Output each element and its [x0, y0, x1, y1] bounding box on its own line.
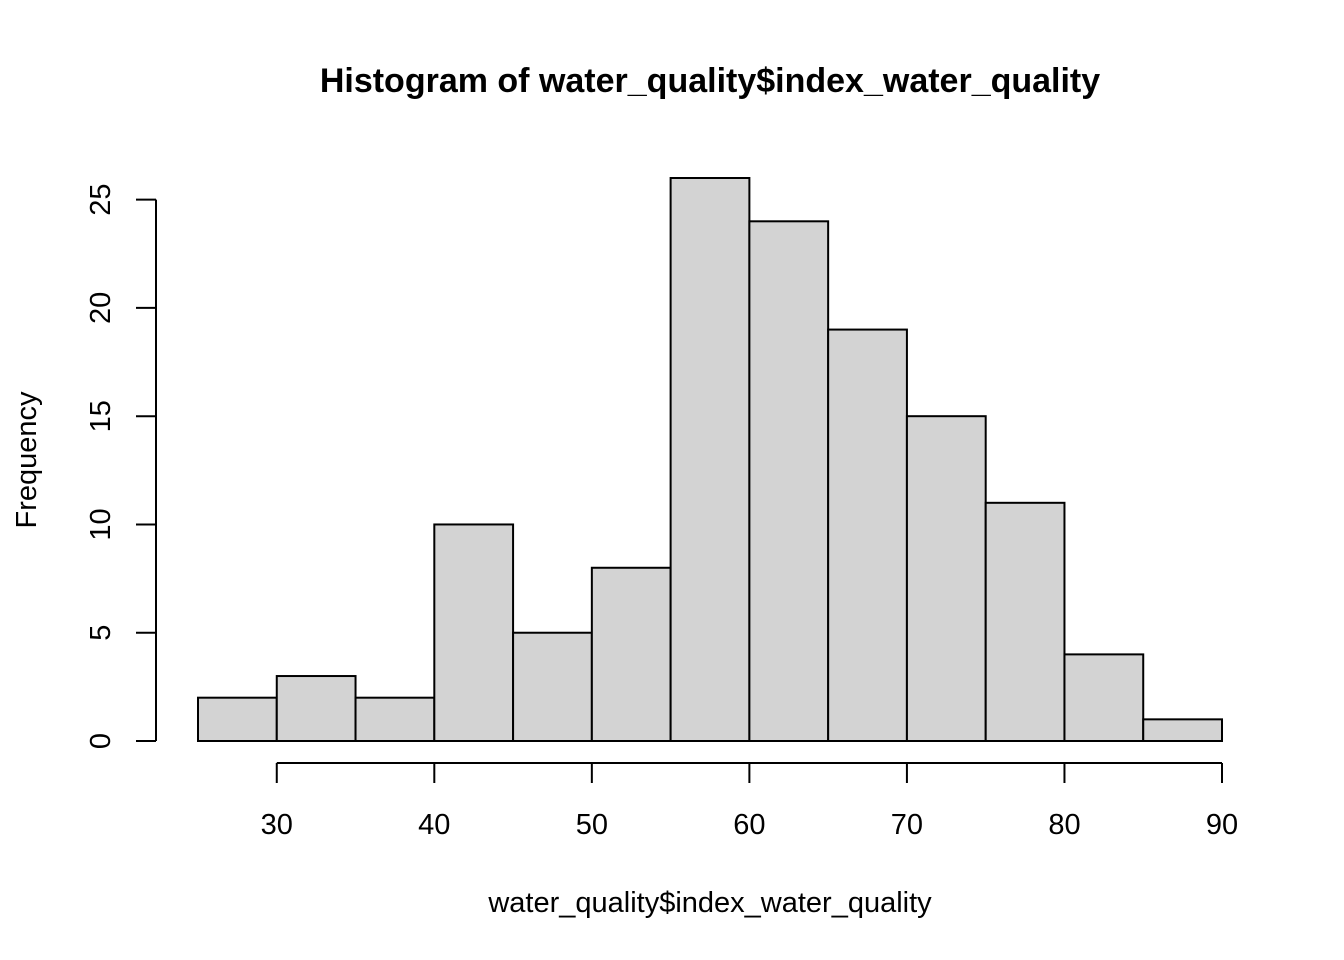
- histogram-bar-1: [275, 675, 357, 742]
- x-axis: 30 40 50 60 70 80 90: [261, 762, 1238, 841]
- y-axis: 0 5 10 15 20 25: [85, 184, 157, 749]
- histogram-bar-5: [590, 566, 672, 742]
- y-tick-label-5: 5: [85, 625, 117, 641]
- x-axis-label: water_quality$index_water_quality: [487, 887, 932, 919]
- histogram-bar-4: [512, 631, 593, 743]
- x-tick-label-80: 80: [1048, 809, 1080, 841]
- histogram-bar-9: [905, 415, 987, 742]
- y-tick-label-10: 10: [85, 508, 117, 540]
- x-tick-label-70: 70: [891, 809, 923, 841]
- bars-group: [197, 177, 1223, 743]
- histogram-bar-10: [984, 501, 1066, 742]
- histogram-bar-0: [197, 696, 278, 743]
- y-tick-label-25: 25: [85, 184, 117, 216]
- x-tick-label-40: 40: [418, 809, 450, 841]
- histogram-bar-2: [354, 696, 436, 743]
- chart-title: Histogram of water_quality$index_water_q…: [320, 62, 1100, 100]
- histogram-bar-8: [827, 328, 908, 742]
- histogram-bar-7: [748, 220, 830, 743]
- y-tick-label-0: 0: [85, 733, 117, 749]
- y-tick-label-20: 20: [85, 292, 117, 324]
- histogram-bar-11: [1063, 653, 1145, 743]
- x-tick-label-90: 90: [1206, 809, 1238, 841]
- x-tick-label-50: 50: [576, 809, 608, 841]
- histogram-bar-6: [669, 177, 751, 742]
- x-tick-label-60: 60: [733, 809, 765, 841]
- y-tick-label-15: 15: [85, 400, 117, 432]
- histogram-bar-3: [433, 523, 515, 743]
- histogram-bar-12: [1142, 718, 1223, 742]
- x-tick-label-30: 30: [261, 809, 293, 841]
- y-axis-label: Frequency: [11, 391, 43, 529]
